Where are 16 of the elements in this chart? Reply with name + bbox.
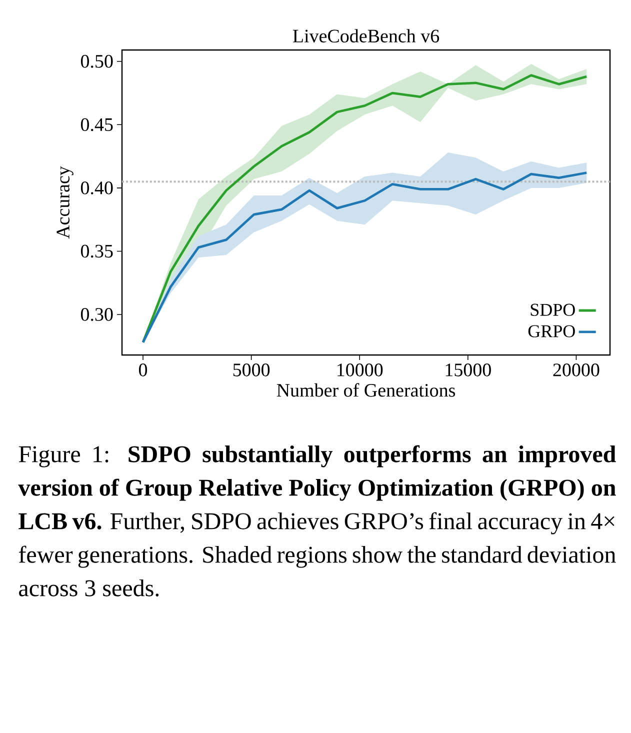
x-tick-label: 10000 [338,364,383,376]
y-tick-label: 0.30 [80,308,113,321]
x-tick-label: 0 [138,364,148,376]
x-tick-label: 15000 [446,364,491,376]
y-tick-label: 0.40 [80,181,113,194]
caption: Figure 1: SDPO substantially outperforms an improved version of Group Relative Policy Optimization (GRPO) on LCB v6. Further, SDPO achieves GRPO’s final accuracy in 4× fewer generations. Shaded regions show the standard deviation across 3 seeds. [18,445,616,596]
chart-title: LiveCodeBench v6 [292,29,440,42]
legend-label: SDPO [530,304,575,316]
legend-label: GRPO [528,325,575,338]
x-tick-label: 20000 [553,364,600,376]
y-tick-label: 0.35 [80,244,113,258]
y-axis-title: Accuracy [56,166,74,239]
x-tick-label: 5000 [233,364,270,376]
y-tick-label: 0.45 [80,118,113,132]
y-tick-label: 0.50 [80,54,113,68]
x-axis-title: Number of Generations [276,383,456,397]
